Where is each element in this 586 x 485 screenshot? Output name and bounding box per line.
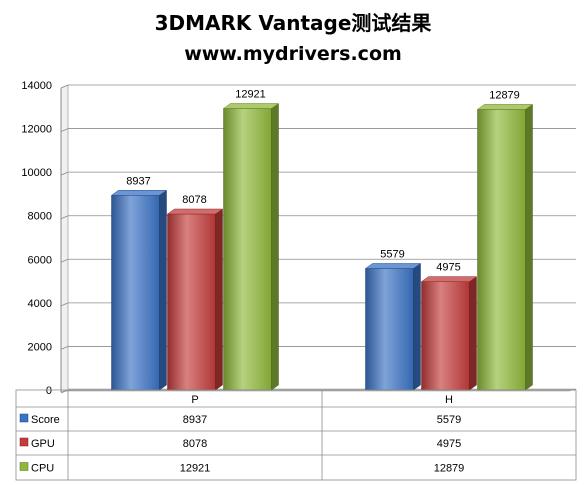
bar-gpu-p bbox=[167, 213, 216, 391]
bar-score-h bbox=[365, 268, 414, 391]
bar-gpu-h bbox=[421, 281, 470, 391]
category-label-h: H bbox=[445, 394, 453, 406]
table-cell-score-h: 5579 bbox=[437, 414, 461, 426]
gridline-side bbox=[60, 258, 69, 263]
bar-top-gpu-p bbox=[166, 208, 224, 215]
data-table: P H Score 8937 5579 GPU 8078 4975 CPU 12921 12879 bbox=[15, 389, 577, 481]
legend-key-score bbox=[19, 413, 29, 423]
category-label-p: P bbox=[191, 394, 198, 406]
bar-score-p bbox=[111, 195, 160, 391]
legend-label-gpu: GPU bbox=[31, 438, 55, 450]
y-tick-label: 14000 bbox=[21, 80, 52, 92]
y-tick-label: 0 bbox=[46, 385, 52, 397]
table-cell-cpu-h: 12879 bbox=[434, 463, 465, 475]
bars bbox=[110, 103, 534, 391]
legend-label-cpu: CPU bbox=[31, 463, 54, 475]
data-label-score-p: 8937 bbox=[126, 175, 150, 187]
y-tick-label: 6000 bbox=[28, 254, 52, 266]
gridline-side bbox=[60, 215, 69, 220]
chart-title: 3DMARK Vantage测试结果 bbox=[154, 11, 432, 35]
table-cell-gpu-h: 4975 bbox=[437, 438, 461, 450]
bar-side-score-p bbox=[159, 189, 167, 391]
y-tick-label: 10000 bbox=[21, 167, 52, 179]
data-label-score-h: 5579 bbox=[380, 248, 404, 260]
bar-top-gpu-h bbox=[420, 276, 478, 282]
data-label-cpu-h: 12879 bbox=[489, 89, 520, 101]
legend-key-gpu bbox=[19, 437, 29, 447]
data-label-gpu-h: 4975 bbox=[436, 262, 460, 274]
gridline-side bbox=[60, 171, 69, 176]
table-cell-cpu-p: 12921 bbox=[180, 463, 211, 475]
y-tick-label: 4000 bbox=[28, 298, 52, 310]
y-tick-label: 8000 bbox=[28, 211, 52, 223]
bar-side-gpu-h bbox=[469, 276, 477, 391]
legend-label-score: Score bbox=[31, 414, 60, 426]
bar-side-gpu-p bbox=[215, 208, 223, 391]
data-label-cpu-p: 12921 bbox=[235, 89, 266, 101]
data-table-border bbox=[15, 389, 577, 481]
y-axis: 0 2000 4000 6000 8000 10000 12000 14000 bbox=[21, 80, 62, 397]
bar-cpu-p bbox=[223, 108, 272, 391]
gridline-side bbox=[60, 128, 69, 132]
bar-top-cpu-p bbox=[222, 103, 280, 109]
bar-top-cpu-h bbox=[476, 104, 534, 110]
bar-side-score-h bbox=[413, 262, 421, 391]
y-tick-label: 2000 bbox=[28, 341, 52, 353]
bar-top-score-p bbox=[110, 190, 168, 196]
y-tick-label: 12000 bbox=[21, 124, 52, 136]
gridline-side bbox=[60, 389, 69, 394]
bar-side-cpu-p bbox=[271, 103, 279, 391]
data-labels: 8937 8078 12921 5579 4975 12879 bbox=[126, 89, 520, 274]
gridline-side bbox=[60, 84, 69, 89]
bar-top-score-h bbox=[364, 263, 422, 269]
legend-key-cpu bbox=[19, 462, 29, 471]
bar-side-cpu-h bbox=[525, 103, 533, 391]
chart-subtitle: www.mydrivers.com bbox=[184, 43, 402, 65]
table-cell-score-p: 8937 bbox=[183, 414, 207, 426]
bar-cpu-h bbox=[477, 109, 526, 391]
gridline-side bbox=[60, 346, 69, 350]
table-cell-gpu-p: 8078 bbox=[183, 438, 207, 450]
gridline-side bbox=[60, 302, 69, 307]
data-label-gpu-p: 8078 bbox=[182, 194, 206, 206]
